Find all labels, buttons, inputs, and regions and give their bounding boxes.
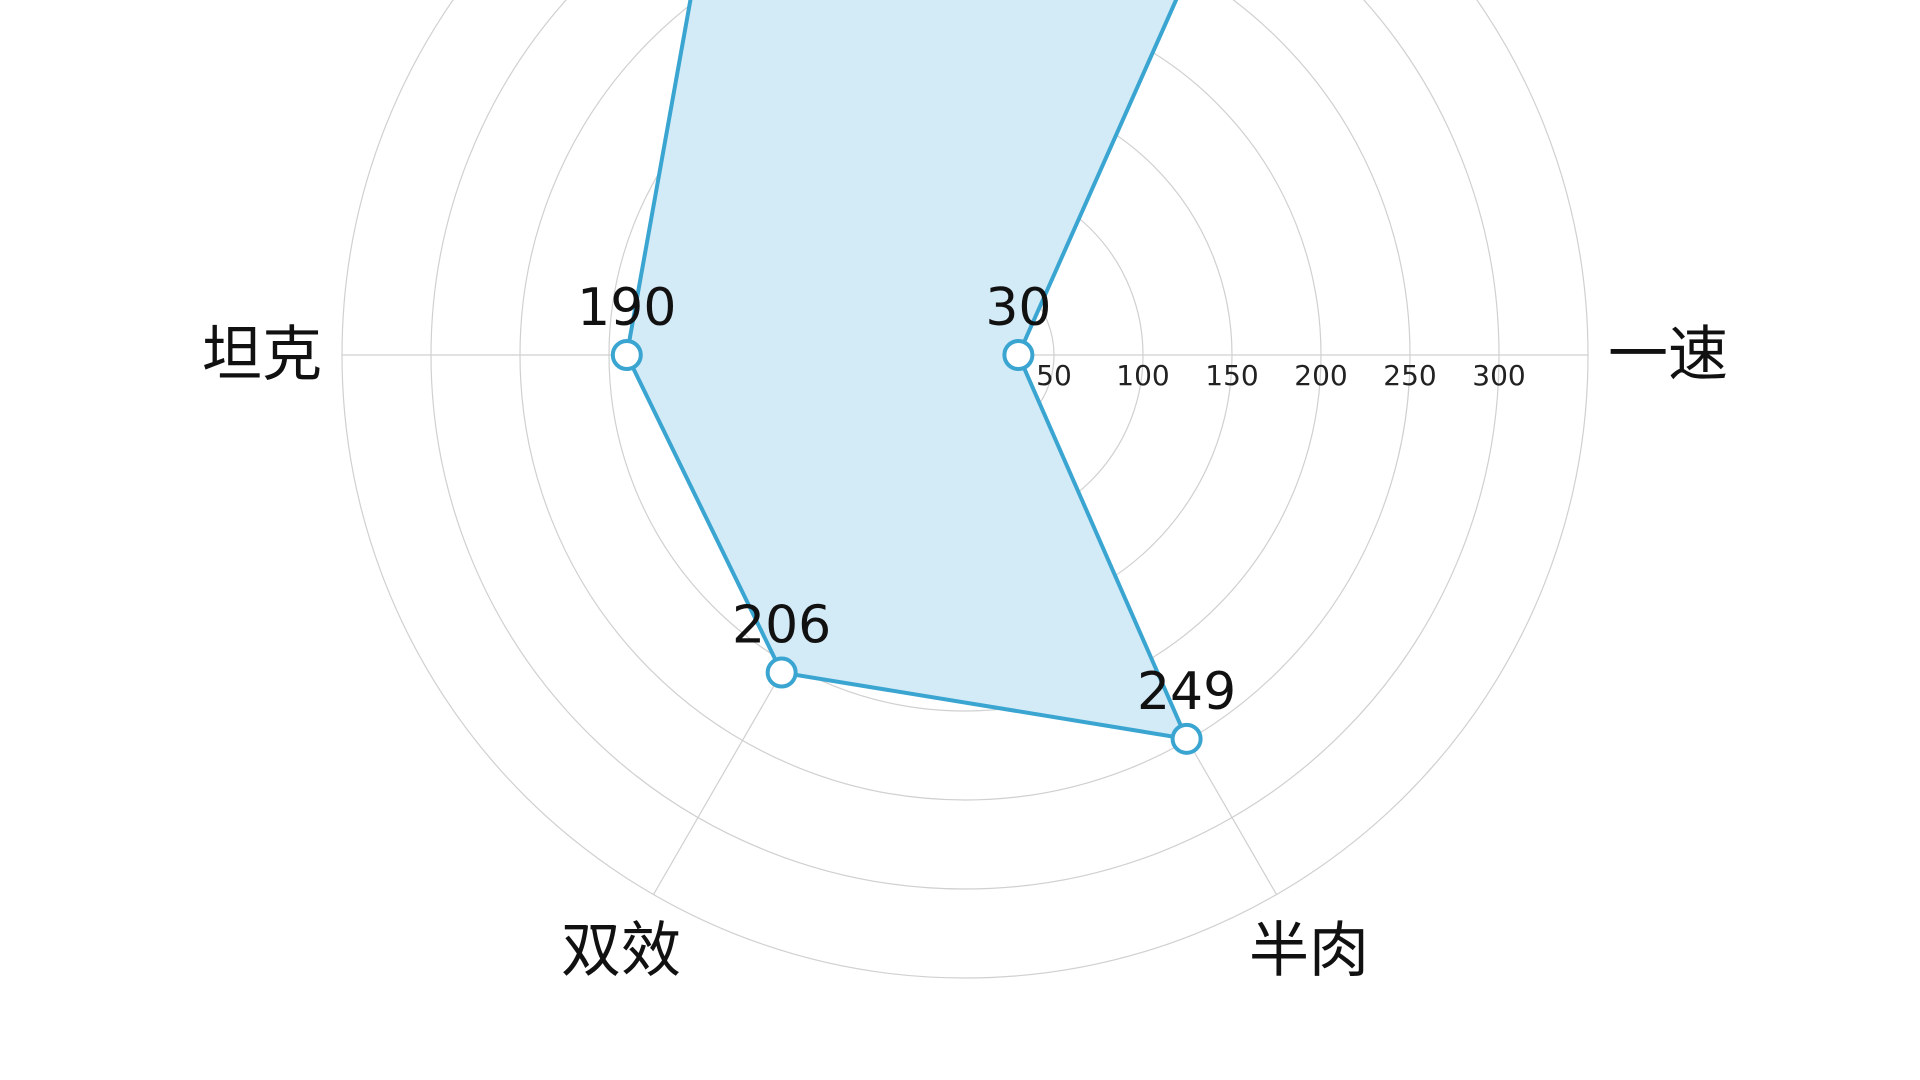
value-label: 249 xyxy=(1137,662,1236,722)
data-point xyxy=(610,339,643,371)
tick-label: 300 xyxy=(1472,359,1525,392)
value-label: 190 xyxy=(577,278,676,338)
tick-label: 50 xyxy=(1036,359,1072,392)
axis-label: 坦克 xyxy=(202,320,322,390)
tick-label: 100 xyxy=(1116,359,1169,392)
axis-label: 半肉 xyxy=(1249,916,1369,986)
tick-label-layer: 50 100 150 200 250 300 xyxy=(1036,359,1526,392)
value-label-layer: 30 190 206 249 xyxy=(577,278,1236,722)
data-point xyxy=(1002,339,1035,371)
data-point xyxy=(1170,722,1203,755)
tick-label: 150 xyxy=(1205,359,1258,392)
value-label: 206 xyxy=(732,596,831,656)
value-label: 30 xyxy=(985,278,1051,338)
data-area-layer xyxy=(624,0,1190,742)
tick-label: 200 xyxy=(1294,359,1347,392)
data-point-layer xyxy=(610,339,1203,755)
tick-label: 250 xyxy=(1383,359,1436,392)
data-point xyxy=(765,656,798,689)
data-area xyxy=(624,0,1190,742)
axis-label: 一速 xyxy=(1608,320,1728,390)
axis-label: 双效 xyxy=(561,916,681,986)
